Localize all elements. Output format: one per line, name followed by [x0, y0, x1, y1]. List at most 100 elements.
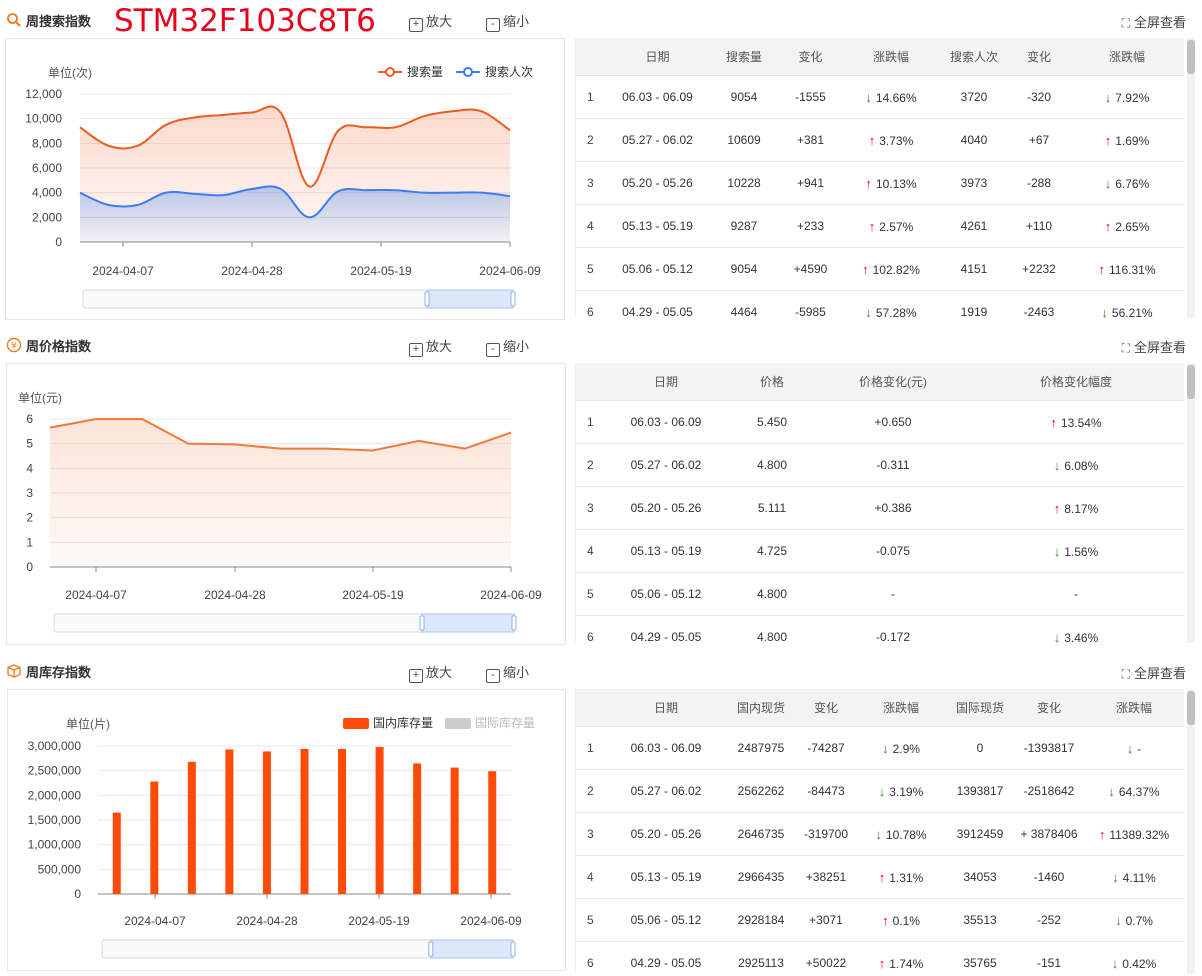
x-tick-label: 2024-05-19 [342, 588, 404, 602]
table-header-cell: 涨跌幅 [842, 38, 940, 76]
table-cell: +38251 [796, 855, 856, 899]
bar[interactable] [187, 761, 196, 894]
scrollbar-thumb[interactable] [1187, 40, 1195, 74]
bar[interactable] [112, 812, 121, 894]
table-cell: 9287 [709, 204, 779, 248]
range-slider-handle-right[interactable] [510, 291, 516, 307]
fullscreen-button[interactable]: ⛶ 全屏查看 [1121, 666, 1186, 681]
arrow-up-icon: ↑ [1050, 414, 1057, 430]
table-row[interactable]: 2 05.27 - 06.02 2562262 -84473 ↓ 3.19% 1393817… [576, 769, 1184, 813]
table-cell: 10228 [709, 161, 779, 205]
arrow-up-icon: ↑ [868, 218, 876, 234]
bar[interactable] [413, 763, 422, 894]
table-row[interactable]: 1 06.03 - 06.09 5.450 +0.650 ↑ 13.54% [576, 400, 1184, 444]
scrollbar-thumb[interactable] [1187, 691, 1195, 725]
bar[interactable] [150, 781, 159, 894]
table-row[interactable]: 6 04.29 - 05.05 4464 -5985 ↓ 57.28% 1919 -2463 ↓… [576, 290, 1184, 319]
y-tick-label: 12,000 [25, 87, 62, 101]
zoom-in-button[interactable]: + 放大 [409, 11, 452, 32]
table-cell: 05.27 - 06.02 [606, 769, 726, 813]
table-cell: 4 [576, 855, 606, 899]
bar[interactable] [375, 746, 384, 894]
zoom-out-button[interactable]: - 缩小 [486, 336, 529, 357]
table-cell: 06.03 - 06.09 [606, 400, 726, 444]
table-cell: 5 [576, 572, 606, 616]
table-cell: -151 [1014, 941, 1084, 974]
search-section-header: 周搜索指数 STM32F103C8T6 + 放大 - 缩小 ⛶ 全屏查看 [0, 3, 1202, 39]
table-row[interactable]: 6 04.29 - 05.05 2925113 +50022 ↑ 1.74% 35765 -1… [576, 941, 1184, 974]
bar[interactable] [488, 771, 497, 894]
search-table-scrollbar[interactable] [1187, 38, 1195, 318]
bar[interactable] [262, 751, 271, 894]
zoom-in-button[interactable]: + 放大 [409, 662, 452, 683]
table-cell: 0 [946, 726, 1014, 770]
y-tick-label: 5 [26, 437, 33, 451]
table-cell: 9054 [709, 75, 779, 119]
table-cell: ↓ 64.37% [1084, 769, 1184, 813]
bar[interactable] [225, 749, 234, 894]
table-cell: 34053 [946, 855, 1014, 899]
range-slider-window[interactable] [421, 613, 515, 633]
fullscreen-button[interactable]: ⛶ 全屏查看 [1121, 15, 1186, 30]
table-row[interactable]: 5 05.06 - 05.12 4.800- - [576, 572, 1184, 616]
table-row[interactable]: 5 05.06 - 05.12 9054 +4590 ↑ 102.82% 4151 +2232… [576, 247, 1184, 291]
fullscreen-icon: ⛶ [1121, 667, 1130, 681]
table-row[interactable]: 2 05.27 - 06.02 4.800 -0.311 ↓ 6.08% [576, 443, 1184, 487]
arrow-down-icon: ↓ [1101, 304, 1108, 319]
arrow-down-icon: ↓ [865, 304, 872, 319]
table-cell: 1 [576, 75, 606, 119]
legend-label[interactable]: 国内库存量 [373, 715, 433, 730]
table-row[interactable]: 1 06.03 - 06.09 9054 -1555 ↓ 14.66% 3720 -320 ↓ 7… [576, 75, 1184, 119]
table-cell: 6 [576, 615, 606, 643]
bar[interactable] [338, 748, 347, 894]
range-slider-handle-right[interactable] [511, 615, 517, 631]
table-row[interactable]: 3 05.20 - 05.26 2646735 -319700 ↓ 10.78% 39124… [576, 812, 1184, 856]
section-title: 周价格指数 [26, 339, 92, 354]
table-row[interactable]: 3 05.20 - 05.26 5.111 +0.386 ↑ 8.17% [576, 486, 1184, 530]
legend-label[interactable]: 搜索量 [407, 64, 443, 79]
table-cell: ↓ 3.19% [856, 769, 946, 813]
table-header-cell [576, 689, 606, 727]
table-cell: 6 [576, 290, 606, 318]
stock-table-scrollbar[interactable] [1187, 689, 1195, 974]
table-cell: 05.13 - 05.19 [606, 529, 726, 573]
table-row[interactable]: 4 05.13 - 05.19 9287 +233 ↑ 2.57% 4261 +110 ↑ 2.6… [576, 204, 1184, 248]
range-slider-handle-right[interactable] [510, 941, 516, 957]
search-chart-svg: 0 2,000 4,000 6,000 8,000 10,000 12,000 单位(次) 20… [25, 64, 541, 309]
table-cell: 4151 [940, 247, 1008, 291]
table-cell: 2928184 [726, 898, 796, 942]
table-row[interactable]: 2 05.27 - 06.02 10609 +381 ↑ 3.73% 4040 +67 ↑ 1.6… [576, 118, 1184, 162]
table-header-cell: 变化 [796, 689, 856, 727]
price-table-scrollbar[interactable] [1187, 363, 1195, 643]
table-row[interactable]: 3 05.20 - 05.26 10228 +941 ↑ 10.13% 3973 -288 ↓ 6… [576, 161, 1184, 205]
table-cell: -1393817 [1014, 726, 1084, 770]
y-tick-label: 1,000,000 [28, 838, 82, 852]
legend-label[interactable]: 国际库存量 [475, 715, 535, 730]
table-cell: ↑ 1.31% [856, 855, 946, 899]
zoom-in-button[interactable]: + 放大 [409, 336, 452, 357]
y-tick-label: 2,000,000 [28, 788, 82, 802]
bar[interactable] [450, 767, 459, 894]
scrollbar-thumb[interactable] [1187, 365, 1195, 399]
bar[interactable] [300, 748, 309, 894]
table-row[interactable]: 1 06.03 - 06.09 2487975 -74287 ↓ 2.9% 0 -139381… [576, 726, 1184, 770]
range-slider-window[interactable] [426, 289, 514, 309]
table-row[interactable]: 5 05.06 - 05.12 2928184 +3071 ↑ 0.1% 35513 -252… [576, 898, 1184, 942]
table-header-cell: 搜索量 [709, 38, 779, 76]
range-slider-handle-left[interactable] [419, 615, 425, 631]
range-slider-handle-left[interactable] [424, 291, 430, 307]
zoom-out-button[interactable]: - 缩小 [486, 662, 529, 683]
fullscreen-button[interactable]: ⛶ 全屏查看 [1121, 340, 1186, 355]
legend-label[interactable]: 搜索人次 [485, 64, 533, 79]
table-cell: ↑ 1.69% [1070, 118, 1184, 162]
x-tick-label: 2024-06-09 [479, 264, 541, 278]
table-cell: - [818, 572, 968, 616]
svg-text:¥: ¥ [11, 342, 17, 352]
table-row[interactable]: 4 05.13 - 05.19 4.725 -0.075 ↓ 1.56% [576, 529, 1184, 573]
zoom-out-button[interactable]: - 缩小 [486, 11, 529, 32]
range-slider-handle-left[interactable] [428, 941, 434, 957]
table-row[interactable]: 4 05.13 - 05.19 2966435 +38251 ↑ 1.31% 34053 -1… [576, 855, 1184, 899]
series-line [79, 185, 511, 219]
table-row[interactable]: 6 04.29 - 05.05 4.800 -0.172 ↓ 3.46% [576, 615, 1184, 643]
range-slider-window[interactable] [430, 939, 514, 959]
